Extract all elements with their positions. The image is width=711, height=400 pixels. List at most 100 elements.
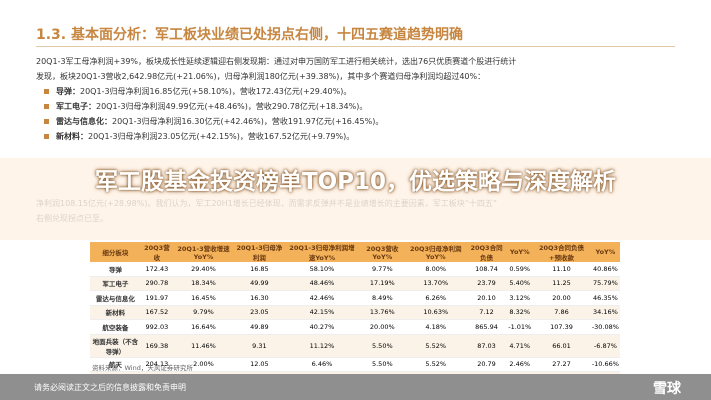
table-cell: 191.97 bbox=[140, 290, 174, 306]
column-header: YoY% bbox=[507, 242, 533, 262]
table-cell: 地面兵装（不含导弹） bbox=[90, 334, 141, 358]
overlay-band bbox=[0, 158, 711, 240]
table-cell: 40.27% bbox=[284, 319, 359, 335]
table-row: 航天 204.13 2.00% 12.05 6.46% 5.50% 5.52% 20.79 2.… bbox=[90, 357, 620, 372]
bullet-text: 20Q1-3归母净利润23.05亿元(+42.15%)，营收167.52亿元(+… bbox=[88, 132, 355, 141]
column-header: 20Q1-3归母净利润增速YoY% bbox=[284, 242, 359, 262]
table-cell: 16.64% bbox=[173, 319, 234, 335]
table-cell: 航天 bbox=[90, 357, 141, 372]
table-cell: 16.30 bbox=[233, 290, 285, 306]
table-cell: 107.39 bbox=[532, 319, 591, 335]
table-cell: 23.79 bbox=[465, 276, 508, 291]
table-cell: 7.86 bbox=[532, 305, 591, 320]
table-cell: 204.13 bbox=[140, 357, 174, 372]
table-cell: 6.26% bbox=[405, 290, 466, 306]
table-cell: 27.27 bbox=[532, 357, 591, 372]
table-cell: 11.25 bbox=[532, 276, 591, 291]
body-text: 20Q1-3军工母净利润+39%，板块成长性延续逻辑迎右侧发现期：通过对申万国防… bbox=[36, 54, 676, 144]
table-cell: 66.01 bbox=[532, 334, 591, 358]
table-cell: 16.85 bbox=[233, 262, 285, 277]
source: 资料来源：Wind，天风证券研究所 bbox=[92, 364, 193, 372]
bullet-label: 军工电子： bbox=[56, 102, 96, 111]
overlay-title: 军工股基金投资榜单TOP10，优选策略与深度解析 bbox=[94, 169, 617, 195]
table-cell: 34.16% bbox=[590, 305, 620, 320]
bullet-label: 新材料： bbox=[56, 132, 88, 141]
table-cell: 6.46% bbox=[284, 357, 359, 372]
table-cell: 11.12% bbox=[284, 334, 359, 358]
bullet: 新材料：20Q1-3归母净利润23.05亿元(+42.15%)，营收167.52… bbox=[36, 129, 676, 144]
column-header: 20Q3合同负债 bbox=[465, 242, 508, 262]
table-row: 雷达与信息化 191.97 16.45% 16.30 42.46% 8.49% 6.26% 2… bbox=[90, 290, 620, 306]
column-header: 细分板块 bbox=[90, 242, 141, 262]
table-cell: 40.86% bbox=[590, 262, 620, 277]
table-cell: 11.10 bbox=[532, 262, 591, 277]
table-cell: 992.03 bbox=[140, 319, 174, 335]
intro-line: 发现，板块20Q1-3营收2,642.98亿元(+21.06%)，归母净利润18… bbox=[36, 72, 486, 81]
table-cell: 23.05 bbox=[233, 305, 285, 320]
table-cell: 9.77% bbox=[358, 262, 406, 277]
table-cell: 48.46% bbox=[284, 276, 359, 291]
table-cell: 8.49% bbox=[358, 290, 406, 306]
table-cell: 20.10 bbox=[465, 290, 508, 306]
table-cell: 0.59% bbox=[507, 262, 533, 277]
table-cell: -1.01% bbox=[507, 319, 533, 335]
table-cell: 军工电子 bbox=[90, 276, 141, 291]
table-cell: 13.76% bbox=[358, 305, 406, 320]
table-cell: 新材料 bbox=[90, 305, 141, 320]
intro-line: 20Q1-3军工母净利润+39%，板块成长性延续逻辑迎右侧发现期：通过对申万国防… bbox=[36, 57, 517, 66]
divider bbox=[36, 46, 675, 47]
table-cell: 7.12 bbox=[465, 305, 508, 320]
table-cell: 9.31 bbox=[233, 334, 285, 358]
footer: 请务必阅读正文之后的信息披露和免责申明 雪球 bbox=[0, 374, 711, 400]
table-cell: 9.79% bbox=[173, 305, 234, 320]
bullet: 雷达与信息化：20Q1-3归母净利润16.30亿元(+42.46%)，营收191… bbox=[36, 114, 676, 129]
column-header: 20Q1-3归母净利润 bbox=[233, 242, 285, 262]
column-header: YoY% bbox=[590, 242, 620, 262]
data-table: 细分板块 20Q3营收 20Q1-3营收增速YoY% 20Q1-3归母净利润 20Q1-… bbox=[90, 242, 620, 395]
table-cell: 导弹 bbox=[90, 262, 141, 277]
table-cell: 18.34% bbox=[173, 276, 234, 291]
bullet: 军工电子：20Q1-3归母净利润49.99亿元(+48.46%)，营收290.7… bbox=[36, 99, 676, 114]
table-cell: 20.79 bbox=[465, 357, 508, 372]
table-cell: 29.40% bbox=[173, 262, 234, 277]
table-cell: 8.00% bbox=[405, 262, 466, 277]
table-cell: 75.79% bbox=[590, 276, 620, 291]
table-cell: 17.19% bbox=[358, 276, 406, 291]
table-cell: 8.32% bbox=[507, 305, 533, 320]
disclaimer: 请务必阅读正文之后的信息披露和免责申明 bbox=[34, 383, 186, 392]
bullet-label: 雷达与信息化： bbox=[56, 117, 112, 126]
table-cell: 10.63% bbox=[405, 305, 466, 320]
table-cell: 4.71% bbox=[507, 334, 533, 358]
table-cell: 58.10% bbox=[284, 262, 359, 277]
table-cell: 16.45% bbox=[173, 290, 234, 306]
column-header: 20Q3营收 bbox=[140, 242, 174, 262]
table-cell: 13.70% bbox=[405, 276, 466, 291]
table-cell: 108.74 bbox=[465, 262, 508, 277]
column-header: 20Q3归母净利润YoY% bbox=[405, 242, 466, 262]
table-cell: 5.52% bbox=[405, 334, 466, 358]
table-cell: 5.50% bbox=[358, 357, 406, 372]
table-cell: -10.66% bbox=[590, 357, 620, 372]
table-cell: -6.87% bbox=[590, 334, 620, 358]
table-row: 军工电子 290.78 18.34% 49.99 48.46% 17.19% 13.70% 2… bbox=[90, 276, 620, 291]
table-cell: 865.94 bbox=[465, 319, 508, 335]
bullet-text: 20Q1-3归母净利润49.99亿元(+48.46%)，营收290.78亿元(+… bbox=[96, 102, 368, 111]
table-row: 导弹 172.43 29.40% 16.85 58.10% 9.77% 8.00% 108.7… bbox=[90, 262, 620, 277]
table-cell: 46.35% bbox=[590, 290, 620, 306]
table-cell: 5.50% bbox=[358, 334, 406, 358]
table-cell: 169.38 bbox=[140, 334, 174, 358]
table-cell: 49.99 bbox=[233, 276, 285, 291]
table-row: 新材料 167.52 9.79% 23.05 42.15% 13.76% 10.63% 7.1… bbox=[90, 305, 620, 320]
table-cell: 5.40% bbox=[507, 276, 533, 291]
bullet-label: 导弹： bbox=[56, 87, 80, 96]
watermark: 雪球 bbox=[653, 381, 681, 397]
table-cell: 4.18% bbox=[405, 319, 466, 335]
table-cell: 87.03 bbox=[465, 334, 508, 358]
table-cell: 3.12% bbox=[507, 290, 533, 306]
table-cell: 49.89 bbox=[233, 319, 285, 335]
table-cell: 172.43 bbox=[140, 262, 174, 277]
table-cell: 雷达与信息化 bbox=[90, 290, 141, 306]
table-row: 地面兵装（不含导弹） 169.38 11.46% 9.31 11.12% 5.50% 5.5… bbox=[90, 334, 620, 358]
table-cell: 167.52 bbox=[140, 305, 174, 320]
